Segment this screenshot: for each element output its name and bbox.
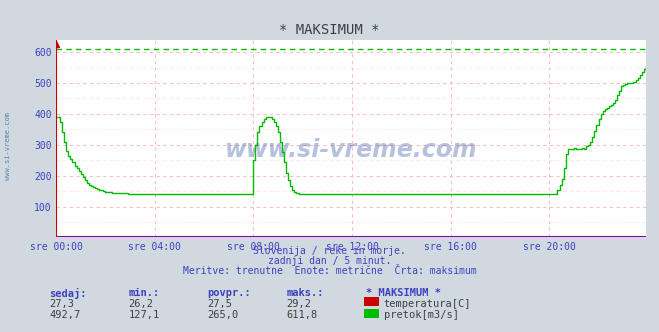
Text: zadnji dan / 5 minut.: zadnji dan / 5 minut. — [268, 256, 391, 266]
Text: maks.:: maks.: — [287, 288, 324, 298]
Text: 127,1: 127,1 — [129, 310, 159, 320]
Text: * MAKSIMUM *: * MAKSIMUM * — [279, 23, 380, 37]
Text: 265,0: 265,0 — [208, 310, 239, 320]
Text: * MAKSIMUM *: * MAKSIMUM * — [366, 288, 441, 298]
Text: pretok[m3/s]: pretok[m3/s] — [384, 310, 459, 320]
Text: min.:: min.: — [129, 288, 159, 298]
Text: 492,7: 492,7 — [49, 310, 80, 320]
Text: 29,2: 29,2 — [287, 299, 312, 309]
Text: povpr.:: povpr.: — [208, 288, 251, 298]
Text: Meritve: trenutne  Enote: metrične  Črta: maksimum: Meritve: trenutne Enote: metrične Črta: … — [183, 266, 476, 276]
Text: sedaj:: sedaj: — [49, 288, 87, 299]
Text: 27,3: 27,3 — [49, 299, 74, 309]
Text: Slovenija / reke in morje.: Slovenija / reke in morje. — [253, 246, 406, 256]
Text: www.si-vreme.com: www.si-vreme.com — [5, 112, 11, 180]
Text: 27,5: 27,5 — [208, 299, 233, 309]
Text: 26,2: 26,2 — [129, 299, 154, 309]
Text: 611,8: 611,8 — [287, 310, 318, 320]
Text: www.si-vreme.com: www.si-vreme.com — [225, 138, 477, 162]
Text: temperatura[C]: temperatura[C] — [384, 299, 471, 309]
